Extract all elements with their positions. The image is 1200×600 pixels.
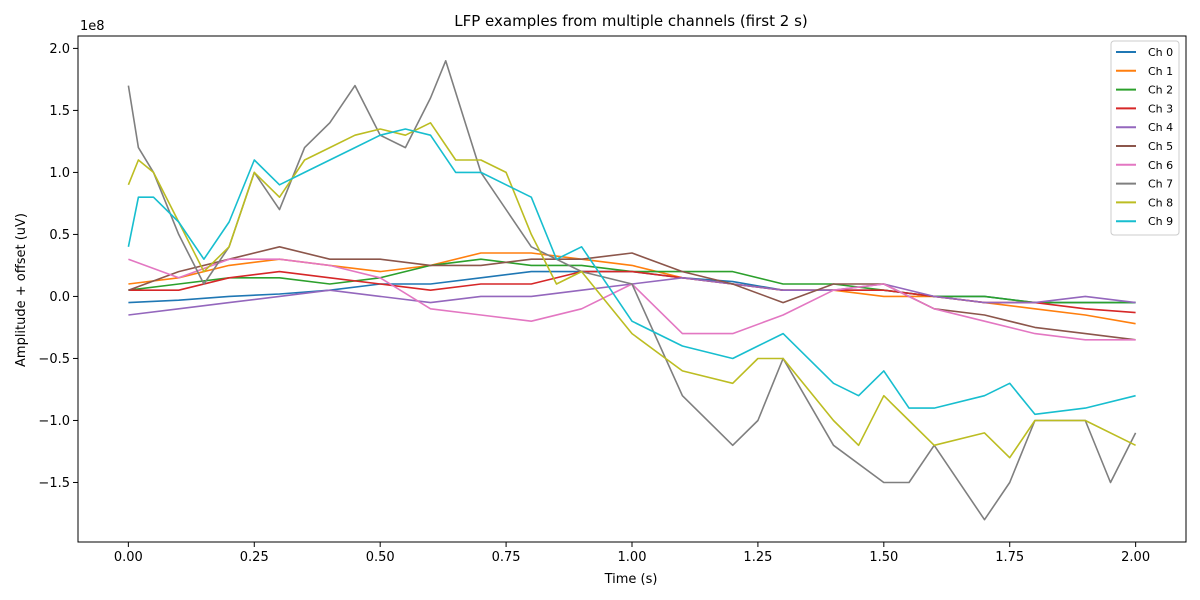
x-tick-label: 2.00 xyxy=(1121,550,1150,565)
y-tick-label: −1.0 xyxy=(38,414,70,429)
legend-label: Ch 6 xyxy=(1148,159,1173,172)
x-tick-label: 0.25 xyxy=(240,550,269,565)
legend-label: Ch 7 xyxy=(1148,178,1173,191)
x-tick-label: 1.50 xyxy=(869,550,898,565)
x-tick-label: 0.00 xyxy=(114,550,143,565)
y-tick-label: 0.0 xyxy=(49,290,70,305)
x-tick-label: 0.75 xyxy=(492,550,521,565)
y-axis-label: Amplitude + offset (uV) xyxy=(14,213,29,367)
legend-label: Ch 1 xyxy=(1148,65,1173,78)
legend-label: Ch 9 xyxy=(1148,215,1173,228)
legend-label: Ch 2 xyxy=(1148,84,1173,97)
y-tick-label: 0.5 xyxy=(49,228,70,243)
series-line-ch-5 xyxy=(128,246,1136,341)
legend: Ch 0 Ch 1 Ch 2 Ch 3 Ch 4 Ch 5 Ch 6 Ch 7 Ch 8 Ch 9 xyxy=(1110,40,1180,236)
x-tick-label: 0.50 xyxy=(366,550,395,565)
x-tick-label: 1.75 xyxy=(995,550,1024,565)
x-tick-label: 1.00 xyxy=(618,550,647,565)
y-multiplier-label: 1e8 xyxy=(80,19,105,34)
series-line-ch-9 xyxy=(127,128,1136,416)
y-tick-label: 2.0 xyxy=(49,42,70,57)
legend-label: Ch 3 xyxy=(1148,102,1173,115)
y-tick-label: −0.5 xyxy=(38,352,70,367)
y-tick-label: 1.5 xyxy=(49,104,70,119)
legend-label: Ch 0 xyxy=(1148,46,1173,59)
legend-label: Ch 4 xyxy=(1148,121,1173,134)
series-line-ch-8 xyxy=(127,122,1136,459)
x-tick-label: 1.25 xyxy=(743,550,772,565)
legend-label: Ch 8 xyxy=(1148,196,1173,209)
y-tick-label: 1.0 xyxy=(49,166,70,181)
legend-label: Ch 5 xyxy=(1148,140,1173,153)
chart-title: LFP examples from multiple channels (fir… xyxy=(454,12,808,30)
x-axis-label: Time (s) xyxy=(604,572,658,587)
y-tick-label: −1.5 xyxy=(38,476,70,491)
plot-area: 0.00 0.25 0.50 0.75 1.00 1.25 1.50 1.75 2.00 −1.5… xyxy=(38,35,1187,565)
